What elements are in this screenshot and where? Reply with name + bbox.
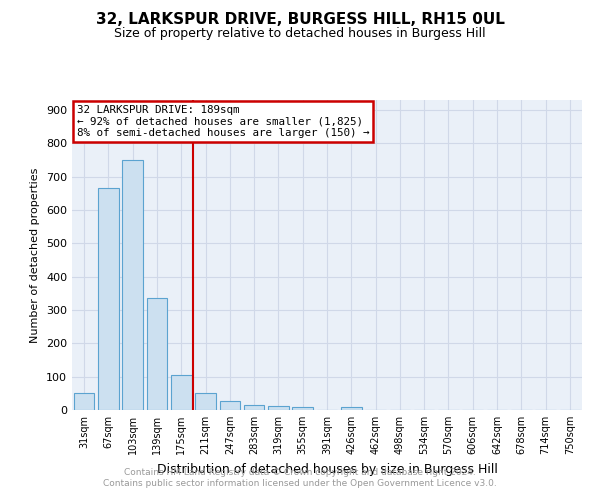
Bar <box>74 394 94 410</box>
Bar <box>292 406 313 410</box>
Bar <box>220 401 240 410</box>
Bar <box>268 406 289 410</box>
X-axis label: Distribution of detached houses by size in Burgess Hill: Distribution of detached houses by size … <box>157 462 497 475</box>
Bar <box>122 160 143 410</box>
Text: 32 LARKSPUR DRIVE: 189sqm
← 92% of detached houses are smaller (1,825)
8% of sem: 32 LARKSPUR DRIVE: 189sqm ← 92% of detac… <box>77 104 370 138</box>
Text: 32, LARKSPUR DRIVE, BURGESS HILL, RH15 0UL: 32, LARKSPUR DRIVE, BURGESS HILL, RH15 0… <box>95 12 505 28</box>
Bar <box>341 406 362 410</box>
Text: Contains HM Land Registry data © Crown copyright and database right 2024.
Contai: Contains HM Land Registry data © Crown c… <box>103 468 497 487</box>
Bar <box>244 404 265 410</box>
Bar <box>98 188 119 410</box>
Bar <box>146 298 167 410</box>
Bar <box>171 375 191 410</box>
Y-axis label: Number of detached properties: Number of detached properties <box>31 168 40 342</box>
Text: Size of property relative to detached houses in Burgess Hill: Size of property relative to detached ho… <box>114 28 486 40</box>
Bar <box>195 394 216 410</box>
